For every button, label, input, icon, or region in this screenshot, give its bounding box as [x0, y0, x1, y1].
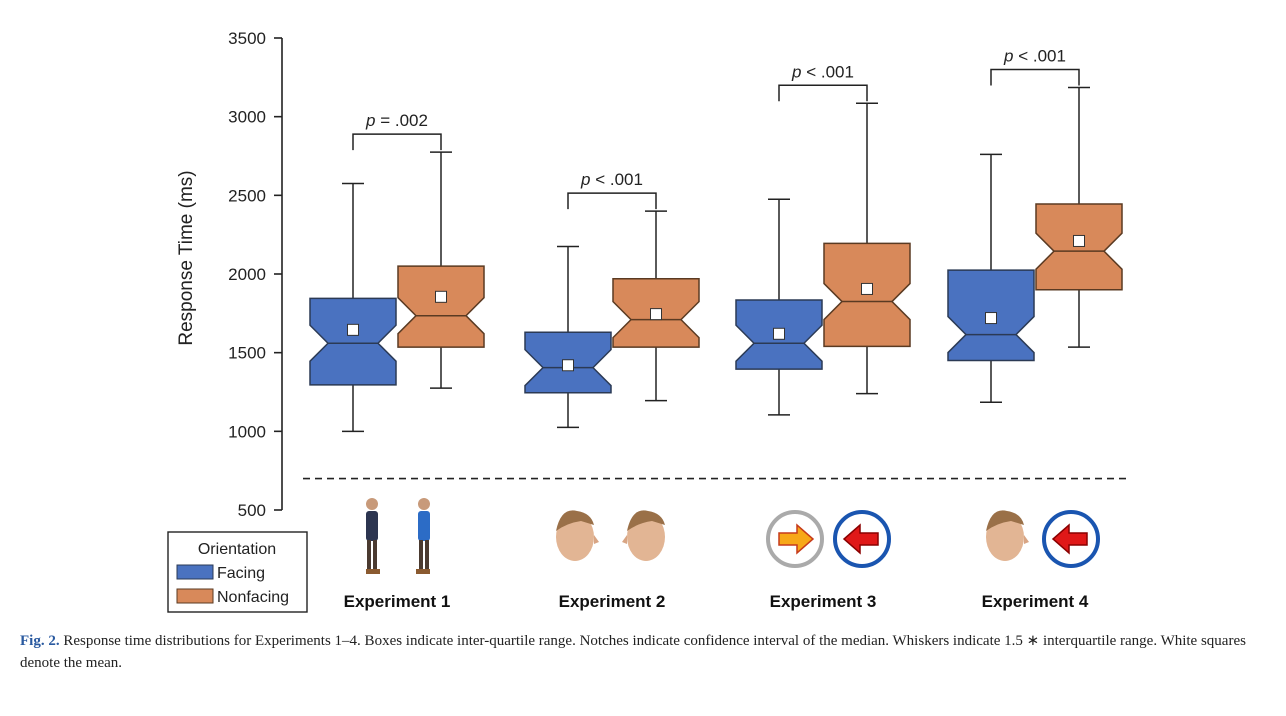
y-axis: 500 1000 1500 2000 2500 3000 3500 [228, 29, 283, 520]
person-shoes [416, 569, 430, 574]
box-facing [309, 182, 397, 433]
y-tick-label: 3500 [228, 29, 266, 48]
significance-bracket [778, 84, 868, 102]
box-nonfacing [823, 102, 911, 395]
box-nonfacing [612, 210, 700, 402]
mean-marker [1073, 234, 1085, 247]
person-leg [373, 540, 377, 570]
y-tick-label: 1500 [228, 344, 266, 363]
legend: Orientation Facing Nonfacing [167, 531, 308, 613]
legend-label-facing: Facing [217, 565, 265, 582]
experiment-group: p < .001 Experiment 3 [735, 62, 911, 611]
p-value-label: p = .002 [365, 111, 428, 130]
person-torso [418, 511, 430, 541]
box-nonfacing [1035, 86, 1123, 348]
legend-swatch-facing [176, 564, 214, 580]
legend-title: Orientation [198, 541, 276, 558]
box-plots: p = .002 Experiment 1 p < .001 Experiment 2… [309, 47, 1123, 611]
arrow-symbol [766, 510, 824, 568]
p-symbol: p [1003, 47, 1013, 66]
notched-box [309, 297, 397, 386]
person-head [366, 498, 378, 510]
p-value-text: < .001 [591, 170, 643, 189]
caption-text: Response time distributions for Experime… [20, 633, 1246, 671]
person-shoes [366, 569, 380, 574]
head-nose [1024, 535, 1029, 544]
experiment-group: p < .001 Experiment 4 [947, 47, 1123, 611]
head-nose [622, 535, 627, 544]
p-value-label: p < .001 [1003, 47, 1066, 66]
p-value-text: = .002 [376, 111, 428, 130]
arrow-glyph [778, 523, 815, 555]
p-value-label: p < .001 [791, 62, 854, 81]
legend-swatch-nonfacing [176, 588, 214, 604]
y-tick-label: 1000 [228, 422, 266, 441]
mean-marker [650, 308, 662, 321]
box-facing [947, 153, 1035, 403]
significance-bracket [990, 68, 1080, 86]
person-head [418, 498, 430, 510]
boxplot-figure: 500 1000 1500 2000 2500 3000 3500 Response Tim… [167, 29, 1130, 613]
person-leg [367, 540, 371, 570]
experiment-label: Experiment 1 [344, 592, 451, 611]
head-nose [594, 535, 599, 544]
mean-marker [435, 290, 447, 303]
legend-label-nonfacing: Nonfacing [217, 589, 289, 606]
head-hair [627, 510, 665, 531]
y-tick-label: 3000 [228, 108, 266, 127]
p-symbol: p [365, 111, 375, 130]
mean-marker [347, 323, 359, 336]
mean-marker [562, 359, 574, 372]
box-facing [735, 198, 823, 416]
arrow-glyph [1051, 523, 1088, 555]
person-figure [366, 498, 380, 574]
notched-box [397, 265, 485, 348]
y-tick-label: 500 [238, 501, 266, 520]
mean-marker [861, 282, 873, 295]
arrow-glyph [842, 523, 879, 555]
mean-marker [773, 327, 785, 340]
significance-bracket [352, 133, 442, 151]
y-tick-label: 2500 [228, 186, 266, 205]
p-value-label: p < .001 [580, 170, 643, 189]
person-leg [419, 540, 423, 570]
p-symbol: p [791, 62, 801, 81]
significance-bracket [567, 192, 657, 210]
head-profile [556, 510, 599, 561]
mean-marker [985, 312, 997, 325]
box-nonfacing [397, 151, 485, 389]
experiment-group: p < .001 Experiment 2 [524, 170, 700, 611]
person-leg [425, 540, 429, 570]
head-profile [622, 510, 665, 561]
p-value-text: < .001 [802, 62, 854, 81]
figure-caption: Fig. 2. Response time distributions for … [20, 630, 1282, 674]
p-value-text: < .001 [1014, 47, 1066, 66]
arrow-symbol [1042, 510, 1100, 568]
head-hair [986, 510, 1024, 531]
arrow-symbol [833, 510, 891, 568]
person-figure [416, 498, 430, 574]
experiment-group: p = .002 Experiment 1 [309, 111, 485, 611]
stimulus-images [366, 498, 1100, 574]
y-tick-label: 2000 [228, 265, 266, 284]
head-hair [556, 510, 594, 531]
box-facing [524, 245, 612, 429]
head-profile [986, 510, 1029, 561]
experiment-label: Experiment 2 [559, 592, 666, 611]
experiment-label: Experiment 4 [982, 592, 1089, 611]
caption-label: Fig. 2. [20, 633, 60, 649]
p-symbol: p [580, 170, 590, 189]
experiment-label: Experiment 3 [770, 592, 877, 611]
person-torso [366, 511, 378, 541]
y-axis-label: Response Time (ms) [176, 170, 197, 345]
